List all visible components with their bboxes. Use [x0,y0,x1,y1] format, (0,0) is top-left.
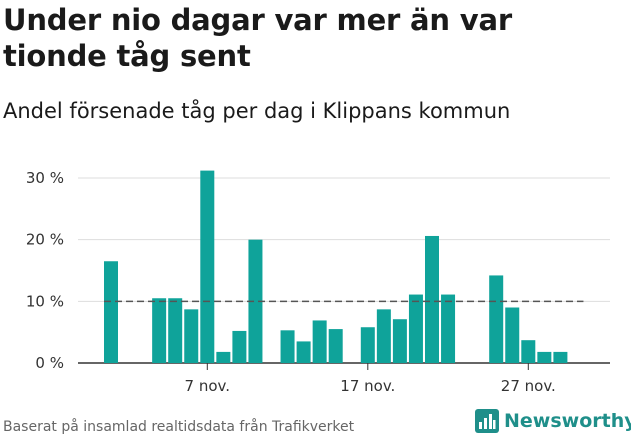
x-axis-ticks: 7 nov. 17 nov. 27 nov. [185,363,556,395]
bar [505,307,520,363]
bar [104,261,118,363]
chart-subtitle: Andel försenade tåg per dag i Klippans k… [3,99,511,123]
chart-title: Under nio dagar var mer än var tionde tå… [3,3,512,73]
bar [425,235,439,363]
bar [553,351,568,363]
bar [489,275,504,363]
bar [521,340,536,363]
bar [376,309,391,363]
y-tick-label: 30 % [26,169,64,187]
bar [360,327,375,363]
y-axis-ticks: 0 % 10 % 20 % 30 % [26,169,64,372]
bar [312,320,327,363]
x-tick-label: 17 nov. [340,377,395,395]
bars [104,170,568,363]
bar [296,341,311,363]
source-note: Baserat på insamlad realtidsdata från Tr… [3,419,355,435]
bar [152,298,167,363]
bar [392,319,407,363]
brand-logo[interactable]: Newsworthy [475,408,631,434]
y-tick-label: 20 % [26,231,64,249]
bar [408,294,423,363]
bar [441,294,456,363]
bar [537,351,552,363]
x-tick-label: 7 nov. [185,377,230,395]
bar [168,298,183,363]
bar [200,170,215,363]
bar [232,330,247,363]
brand-name: Newsworthy [504,410,631,432]
bar-chart: 0 % 10 % 20 % 30 % 7 nov. 17 nov. 27 nov. [26,169,610,395]
bar [280,330,295,363]
y-tick-label: 0 % [35,354,64,372]
bar [216,351,231,363]
x-tick-label: 27 nov. [501,377,556,395]
bar [248,239,263,363]
bar [328,329,343,363]
newsworthy-logo-icon [475,409,499,433]
bar [184,309,199,363]
y-tick-label: 10 % [26,292,64,310]
